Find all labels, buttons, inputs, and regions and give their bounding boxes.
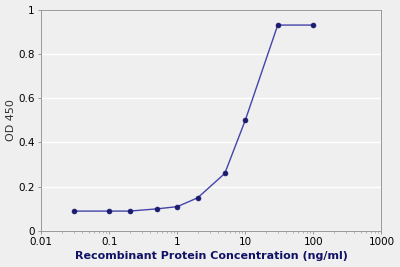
Y-axis label: OD 450: OD 450	[6, 99, 16, 141]
X-axis label: Recombinant Protein Concentration (ng/ml): Recombinant Protein Concentration (ng/ml…	[75, 252, 348, 261]
